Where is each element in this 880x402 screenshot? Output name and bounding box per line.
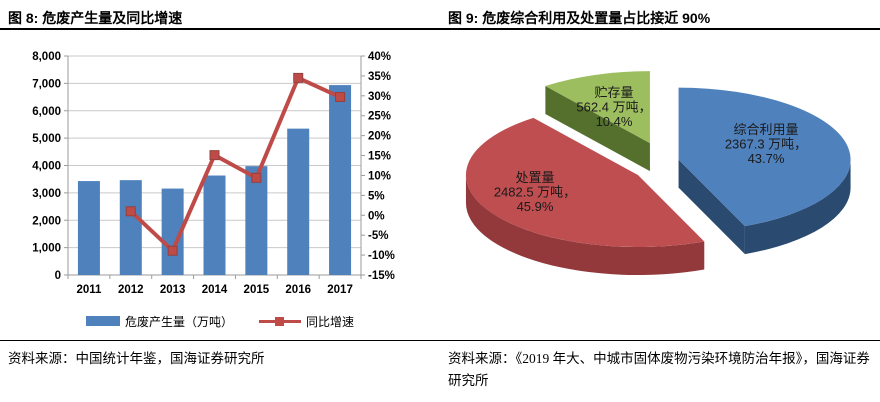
- figure9-source-row: 资料来源：《2019 年大、中城市固体废物污染环境防治年报》，国海证券研究所: [440, 340, 880, 402]
- svg-text:2367.3 万吨，: 2367.3 万吨，: [725, 137, 807, 152]
- svg-text:20%: 20%: [368, 131, 391, 143]
- figure8-legend: 危废产生量（万吨） 同比增速: [0, 304, 440, 338]
- figure8-chart-area: 8,000 7,000 6,000 5,000 4,000 3,000 2,000 1,000…: [0, 30, 440, 340]
- legend-item-bar-series: 危废产生量（万吨）: [85, 313, 233, 330]
- svg-text:5%: 5%: [368, 190, 385, 202]
- svg-text:2015: 2015: [244, 284, 270, 296]
- svg-text:40%: 40%: [368, 51, 391, 63]
- legend-item-line-series: 同比增速: [259, 313, 354, 330]
- svg-text:处置量: 处置量: [515, 170, 554, 185]
- svg-text:-5%: -5%: [368, 230, 388, 242]
- svg-text:0: 0: [55, 270, 61, 282]
- svg-text:2011: 2011: [76, 284, 102, 296]
- svg-text:2014: 2014: [202, 284, 228, 296]
- svg-text:10.4%: 10.4%: [596, 114, 633, 129]
- svg-text:5,000: 5,000: [32, 133, 61, 145]
- svg-text:-10%: -10%: [368, 250, 395, 262]
- figure8-panel: 图 8: 危废产生量及同比增速 8,000 7,000 6,000 5,000 4,00…: [0, 0, 440, 402]
- svg-text:0%: 0%: [368, 210, 385, 222]
- svg-text:43.7%: 43.7%: [748, 151, 785, 166]
- svg-text:45.9%: 45.9%: [517, 199, 554, 214]
- svg-text:6,000: 6,000: [32, 106, 61, 118]
- figure9-title: 图 9: 危废综合利用及处置量占比接近 90%: [440, 0, 880, 30]
- figure8-title: 图 8: 危废产生量及同比增速: [0, 0, 440, 30]
- svg-text:8,000: 8,000: [32, 51, 61, 63]
- svg-text:2016: 2016: [285, 284, 311, 296]
- svg-text:贮存量: 贮存量: [594, 85, 633, 100]
- svg-text:35%: 35%: [368, 71, 391, 83]
- bar-series-label: 危废产生量（万吨）: [124, 314, 233, 329]
- svg-text:1,000: 1,000: [32, 243, 61, 255]
- svg-text:2,000: 2,000: [32, 215, 61, 227]
- svg-text:4,000: 4,000: [32, 161, 61, 173]
- svg-text:7,000: 7,000: [32, 78, 61, 90]
- svg-text:10%: 10%: [368, 170, 391, 182]
- line-series-label: 同比增速: [306, 314, 355, 329]
- svg-text:2012: 2012: [118, 284, 144, 296]
- svg-text:-15%: -15%: [368, 270, 395, 282]
- figure8-source-row: 资料来源：中国统计年鉴，国海证券研究所: [0, 340, 440, 402]
- figure9-panel: 图 9: 危废综合利用及处置量占比接近 90% 综合利用量 2367.3 万吨， 4…: [440, 0, 880, 402]
- svg-text:562.4 万吨，: 562.4 万吨，: [576, 100, 651, 115]
- svg-text:2482.5 万吨，: 2482.5 万吨，: [494, 185, 576, 200]
- svg-text:综合利用量: 综合利用量: [733, 122, 798, 137]
- figure9-chart-area: 综合利用量 2367.3 万吨， 43.7% 处置量 2482.5 万吨， 45.9% 贮存…: [440, 30, 880, 340]
- line-series-swatch: [259, 316, 301, 326]
- bar-line-chart: 8,000 7,000 6,000 5,000 4,000 3,000 2,000 1,000…: [32, 51, 395, 296]
- svg-text:15%: 15%: [368, 151, 391, 163]
- svg-text:3,000: 3,000: [32, 188, 61, 200]
- svg-text:30%: 30%: [368, 91, 391, 103]
- svg-text:2013: 2013: [160, 284, 186, 296]
- figure9-source-text: 资料来源：《2019 年大、中城市固体废物污染环境防治年报》，国海证券研究所: [448, 351, 870, 388]
- svg-text:2017: 2017: [327, 284, 353, 296]
- svg-text:25%: 25%: [368, 111, 391, 123]
- figure8-source-text: 资料来源：中国统计年鉴，国海证券研究所: [8, 351, 265, 366]
- bar-series-swatch: [85, 316, 120, 326]
